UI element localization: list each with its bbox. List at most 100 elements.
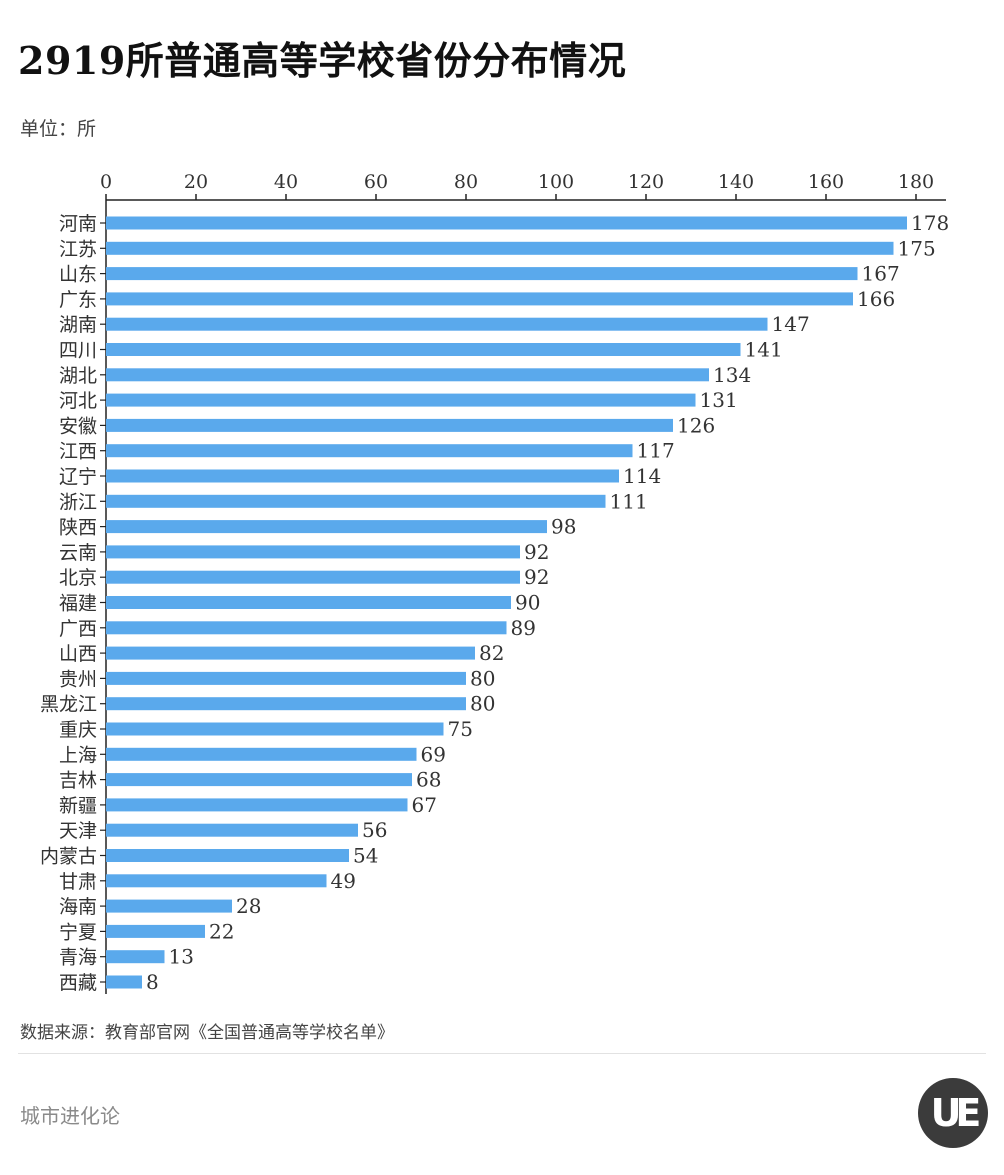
- unit-label: 单位：所: [20, 118, 97, 140]
- category-label: 贵州: [59, 668, 97, 690]
- value-label: 67: [412, 793, 437, 817]
- bar: [106, 393, 696, 407]
- category-label: 山东: [59, 264, 97, 286]
- value-label: 90: [515, 591, 540, 615]
- bar: [106, 267, 858, 281]
- category-label: 黑龙江: [40, 694, 97, 716]
- brand-logo-icon: UE: [918, 1078, 988, 1148]
- category-label: 西藏: [59, 972, 97, 994]
- category-label: 新疆: [59, 795, 97, 817]
- bar: [106, 444, 633, 458]
- value-label: 13: [169, 945, 194, 969]
- bar: [106, 823, 358, 837]
- value-label: 89: [511, 616, 536, 640]
- bar: [106, 343, 741, 356]
- category-label: 福建: [59, 593, 97, 615]
- bar: [106, 950, 165, 964]
- bar: [106, 773, 412, 787]
- bar: [106, 317, 768, 331]
- bar: [106, 520, 547, 534]
- bar: [106, 849, 349, 862]
- bar: [106, 216, 907, 230]
- x-tick-label: 60: [364, 171, 388, 193]
- value-label: 92: [524, 565, 549, 589]
- bar: [106, 722, 444, 736]
- category-label: 江西: [59, 441, 97, 463]
- value-label: 22: [209, 919, 234, 943]
- bar: [106, 469, 619, 483]
- value-label: 126: [677, 413, 715, 437]
- bar: [106, 899, 232, 913]
- category-label: 青海: [59, 947, 97, 969]
- value-label: 175: [898, 236, 936, 260]
- category-label: 四川: [59, 340, 97, 362]
- category-label: 浙江: [59, 491, 97, 513]
- data-source: 数据来源：教育部官网《全国普通高等学校名单》: [20, 1023, 394, 1043]
- category-label: 宁夏: [59, 921, 97, 943]
- brand-name: 城市进化论: [20, 1104, 120, 1128]
- value-label: 80: [470, 666, 495, 690]
- category-label: 北京: [59, 567, 97, 589]
- category-label: 内蒙古: [40, 846, 97, 868]
- bar: [106, 697, 466, 711]
- value-label: 28: [236, 894, 261, 918]
- category-label: 安徽: [59, 415, 97, 437]
- x-tick-label: 100: [538, 171, 574, 193]
- x-tick-label: 140: [718, 171, 754, 193]
- category-label: 吉林: [59, 770, 97, 792]
- value-label: 54: [353, 844, 378, 868]
- value-label: 56: [362, 818, 387, 842]
- bar: [106, 494, 606, 508]
- value-label: 68: [416, 768, 441, 792]
- value-label: 111: [610, 489, 648, 513]
- bar: [106, 570, 520, 584]
- category-label: 湖南: [59, 314, 97, 336]
- bar: [106, 874, 327, 888]
- category-label: 山西: [59, 643, 97, 665]
- value-label: 131: [700, 388, 738, 412]
- category-label: 甘肃: [59, 871, 97, 893]
- x-tick-label: 20: [184, 171, 208, 193]
- bar: [106, 747, 417, 761]
- x-tick-label: 180: [898, 171, 934, 193]
- bar: [106, 241, 894, 255]
- category-label: 广东: [59, 289, 97, 311]
- bar: [106, 418, 673, 432]
- value-label: 80: [470, 692, 495, 716]
- bar: [106, 292, 853, 306]
- category-label: 陕西: [59, 517, 97, 539]
- category-label: 辽宁: [59, 466, 97, 488]
- value-label: 8: [146, 970, 159, 994]
- bar: [106, 924, 205, 938]
- category-label: 湖北: [59, 365, 97, 387]
- value-label: 114: [623, 464, 661, 488]
- bar: [106, 671, 466, 685]
- x-tick-label: 0: [100, 171, 112, 193]
- category-label: 广西: [59, 618, 97, 640]
- value-label: 178: [911, 211, 949, 235]
- value-label: 69: [421, 742, 446, 766]
- footer-divider: [18, 1053, 986, 1054]
- bar: [106, 596, 511, 609]
- category-label: 云南: [59, 542, 97, 564]
- value-label: 75: [448, 717, 473, 741]
- bar-chart: 0 20 40 60 80 100 120 140 160 180 河南 178 江苏 175 山东 167 广…: [40, 171, 949, 994]
- value-label: 117: [637, 439, 675, 463]
- x-tick-label: 120: [628, 171, 664, 193]
- bar: [106, 798, 408, 812]
- value-label: 147: [772, 312, 810, 336]
- value-label: 141: [745, 338, 783, 362]
- category-label: 河南: [59, 213, 97, 235]
- value-label: 166: [857, 287, 895, 311]
- category-label: 江苏: [59, 238, 97, 260]
- chart-title: 2919所普通高等学校省份分布情况: [18, 38, 627, 83]
- value-label: 134: [713, 363, 751, 387]
- category-label: 河北: [59, 390, 97, 412]
- x-tick-label: 40: [274, 171, 298, 193]
- bar: [106, 646, 475, 660]
- category-label: 重庆: [59, 719, 97, 741]
- value-label: 167: [862, 262, 900, 286]
- value-label: 49: [331, 869, 356, 893]
- bar: [106, 621, 507, 635]
- bar: [106, 368, 709, 382]
